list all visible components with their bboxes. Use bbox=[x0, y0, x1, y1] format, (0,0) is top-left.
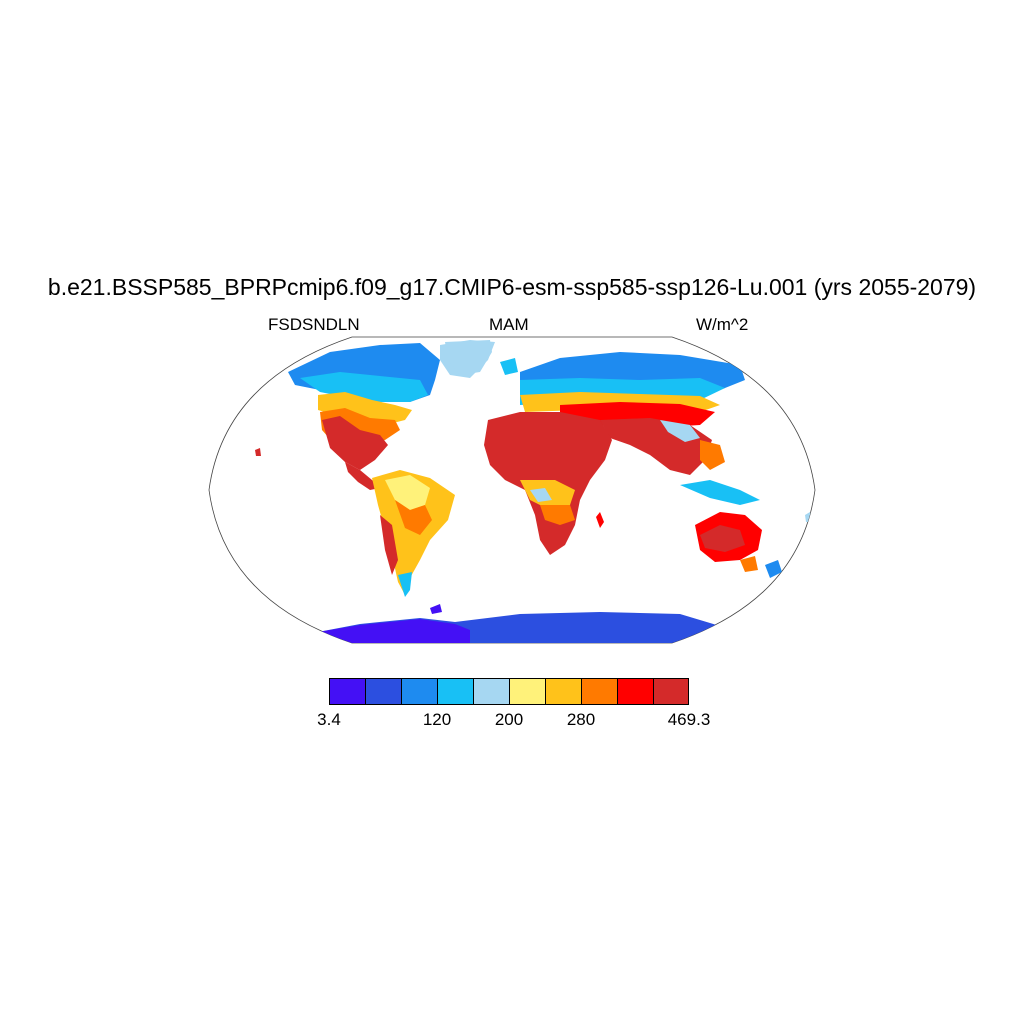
islands bbox=[255, 340, 812, 614]
africa bbox=[484, 412, 612, 555]
season-label: MAM bbox=[489, 315, 529, 334]
colorbar-swatch bbox=[329, 678, 366, 705]
colorbar-swatch bbox=[653, 678, 689, 705]
colorbar-swatch bbox=[581, 678, 618, 705]
eurasia bbox=[520, 352, 745, 475]
units-label: W/m^2 bbox=[696, 315, 749, 334]
colorbar-swatch bbox=[437, 678, 474, 705]
plot-title: b.e21.BSSP585_BPRPcmip6.f09_g17.CMIP6-es… bbox=[47, 274, 977, 300]
antarctica bbox=[318, 612, 720, 643]
colorbar-label: 120 bbox=[422, 710, 452, 729]
oceania bbox=[680, 480, 782, 578]
colorbar-swatch bbox=[509, 678, 546, 705]
colorbar-swatch bbox=[473, 678, 510, 705]
colorbar-label: 3.4 bbox=[317, 710, 341, 729]
colorbar-swatch bbox=[617, 678, 654, 705]
colorbar-label: 280 bbox=[566, 710, 596, 729]
variable-label: FSDSNDLN bbox=[268, 315, 360, 334]
colorbar-label: 469.3 bbox=[667, 710, 711, 729]
colorbar-swatch bbox=[401, 678, 438, 705]
colorbar-swatch bbox=[545, 678, 582, 705]
colorbar-label: 200 bbox=[494, 710, 524, 729]
south-america bbox=[372, 470, 455, 597]
colorbar-swatch bbox=[365, 678, 402, 705]
